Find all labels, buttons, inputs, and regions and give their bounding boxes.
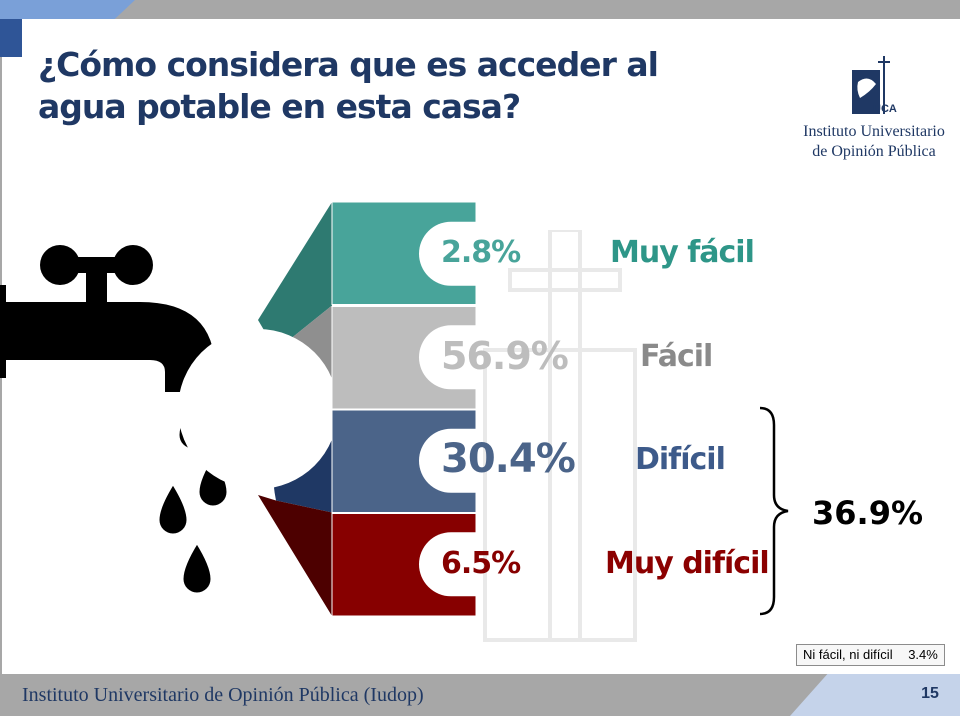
category-label-2: Difícil — [635, 442, 726, 478]
note-label: Ni fácil, ni difícil — [803, 647, 893, 662]
grouped-total-label: 36.9% — [812, 494, 924, 532]
neither-note: Ni fácil, ni difícil 3.4% — [796, 644, 945, 666]
water-drop-icon-3 — [156, 480, 190, 537]
value-notch-2 — [419, 428, 478, 493]
page-number: 15 — [921, 685, 939, 702]
category-label-1: Fácil — [640, 338, 713, 374]
category-label-0: Muy fácil — [610, 235, 755, 271]
value-label-3: 6.5% — [441, 545, 521, 581]
top-bar — [0, 0, 960, 19]
water-drop-icon-4 — [180, 539, 214, 596]
logo-line1: Instituto Universitario — [803, 123, 945, 140]
watermark-cross-icon — [483, 230, 637, 642]
bar-side-3 — [258, 495, 332, 616]
note-value: 3.4% — [908, 647, 938, 662]
value-notch-3 — [419, 532, 478, 597]
side-carve — [178, 329, 338, 489]
value-label-2: 30.4% — [441, 435, 576, 482]
iudop-logo-icon: UCA — [852, 56, 897, 115]
grouped-bracket — [759, 406, 789, 616]
title-marker — [0, 19, 22, 57]
category-label-3: Muy difícil — [605, 545, 770, 581]
logo-line2: de Opinión Pública — [812, 143, 936, 160]
value-notch-0 — [419, 221, 478, 286]
logo-text: Instituto Universitario de Opinión Públi… — [790, 122, 958, 162]
logo-mark-text: UCA — [873, 103, 897, 115]
slide-title: ¿Cómo considera que es acceder al agua p… — [38, 45, 659, 126]
bar-side-0 — [258, 202, 332, 351]
top-bar-accent — [0, 0, 135, 19]
value-label-1: 56.9% — [441, 333, 569, 378]
footer-text: Instituto Universitario de Opinión Públi… — [22, 684, 424, 706]
value-notch-1 — [419, 325, 478, 390]
value-label-0: 2.8% — [441, 235, 521, 271]
